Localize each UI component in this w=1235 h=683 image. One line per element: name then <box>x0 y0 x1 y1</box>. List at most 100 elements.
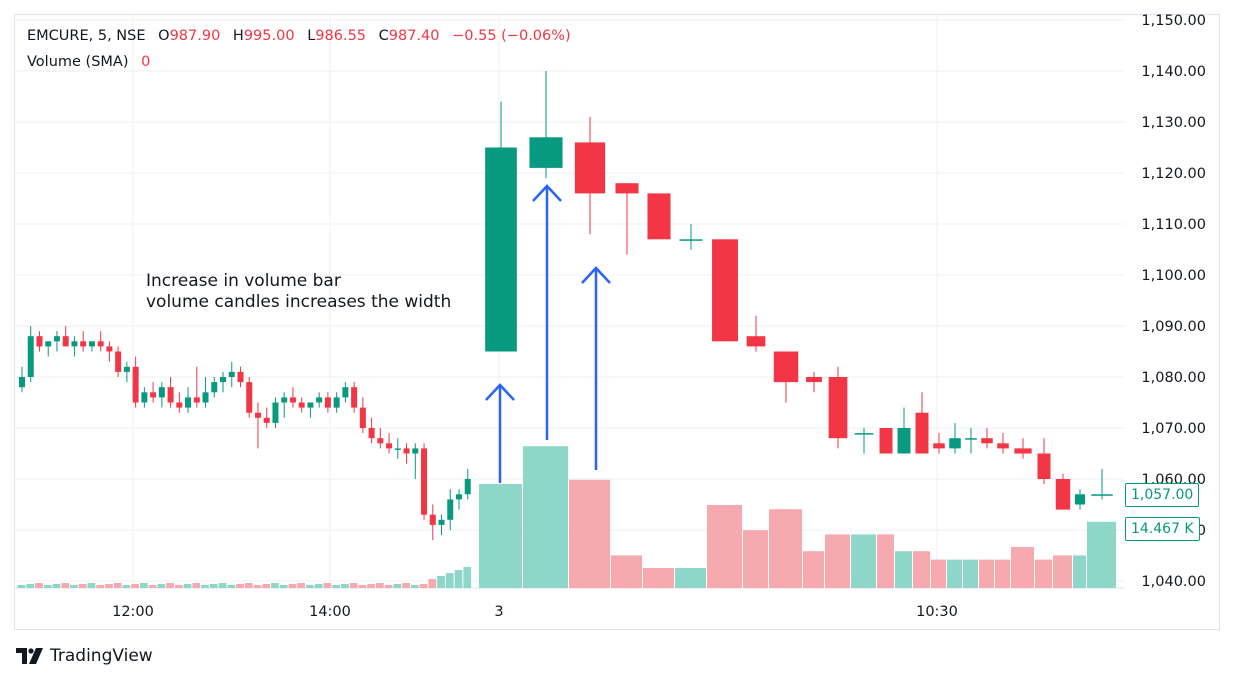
low-label: L <box>307 28 316 44</box>
volume-bar <box>139 583 148 588</box>
volume-bar <box>931 559 946 588</box>
tradingview-logo[interactable]: TradingView <box>16 646 153 666</box>
candle-body <box>1091 494 1113 496</box>
candle-body <box>377 438 384 444</box>
candle-body <box>132 366 139 403</box>
candle-body <box>307 402 314 408</box>
candle-body <box>647 193 671 240</box>
y-tick-label: 1,090.00 <box>1141 319 1206 335</box>
candle-body <box>45 341 52 347</box>
x-tick-label: 3 <box>494 604 503 620</box>
volume-bar <box>306 585 314 588</box>
volume-bar <box>375 583 384 588</box>
volume-bar <box>367 584 375 588</box>
volume-bar <box>825 534 850 588</box>
candle-body <box>1074 494 1086 505</box>
y-tick-label: 1,070.00 <box>1141 421 1206 437</box>
volume-bar <box>743 530 768 588</box>
candle-body <box>359 407 366 428</box>
candle-body <box>254 412 261 418</box>
symbol-label[interactable]: EMCURE, 5, NSE <box>27 28 146 44</box>
volume-bar <box>218 583 227 588</box>
volume-bar <box>611 555 642 588</box>
candle-body <box>237 371 244 383</box>
candle-body <box>997 443 1009 449</box>
x-tick-label: 12:00 <box>112 604 154 620</box>
y-tick-label: 1,140.00 <box>1141 64 1206 80</box>
volume-bar <box>437 576 445 588</box>
x-tick-label: 10:30 <box>916 604 958 620</box>
volume-bar <box>43 585 52 588</box>
volume-bar <box>17 585 26 588</box>
volume-bar <box>52 584 61 588</box>
low-value: 986.55 <box>315 28 367 44</box>
candle-body <box>62 336 69 347</box>
candle-body <box>1055 479 1071 510</box>
candle-body <box>123 366 130 372</box>
candle-body <box>211 382 218 393</box>
candle-body <box>1037 453 1051 479</box>
candlestick-chart[interactable]: 1,040.001,050.001,060.001,070.001,080.00… <box>0 0 1235 640</box>
volume-tag: 14.467 K <box>1125 517 1200 541</box>
volume-bar <box>70 585 78 588</box>
annotation-line-2: volume candles increases the width <box>146 292 452 312</box>
volume-bar <box>402 583 410 588</box>
volume-legend: Volume (SMA) 0 <box>27 54 150 70</box>
candle-body <box>167 387 174 403</box>
candle-body <box>933 443 945 449</box>
candle-body <box>53 336 60 342</box>
volume-bar <box>979 559 994 588</box>
candle-body <box>19 377 25 388</box>
volume-label[interactable]: Volume (SMA) <box>27 54 129 70</box>
volume-bar <box>963 559 978 588</box>
volume-bar <box>1035 559 1052 588</box>
volume-bar <box>877 534 894 588</box>
close-value: 987.40 <box>388 28 440 44</box>
y-tick-label: 1,080.00 <box>1141 370 1206 386</box>
candle-body <box>806 377 822 383</box>
candle-body <box>615 183 639 194</box>
candle-body <box>529 137 563 168</box>
candle-body <box>27 336 34 377</box>
volume-bar <box>148 585 157 588</box>
volume-bar <box>87 583 96 588</box>
volume-bar <box>105 584 113 588</box>
candle-body <box>316 397 323 403</box>
volume-bar <box>675 568 706 588</box>
volume-bar <box>314 584 323 588</box>
y-tick-label: 1,120.00 <box>1141 166 1206 182</box>
volume-bar <box>131 584 139 588</box>
volume-bar <box>1053 555 1072 588</box>
candle-body <box>394 448 401 450</box>
candle-body <box>854 433 874 435</box>
open-value: 987.90 <box>169 28 221 44</box>
volume-bar <box>947 559 962 588</box>
y-tick-label: 1,040.00 <box>1141 574 1206 590</box>
volume-bar <box>279 585 288 588</box>
candle-body <box>36 336 43 347</box>
volume-bar <box>192 583 201 588</box>
candle-body <box>915 412 929 454</box>
candle-body <box>71 341 78 347</box>
candle-body <box>429 514 436 525</box>
volume-bar <box>895 551 912 588</box>
volume-bar <box>463 567 472 588</box>
candle-body <box>485 147 517 352</box>
candle-body <box>298 402 305 408</box>
volume-bar <box>35 583 43 588</box>
volume-bar <box>61 583 70 588</box>
candle-body <box>712 239 738 342</box>
volume-bar <box>393 584 402 588</box>
chart-frame <box>14 14 1220 630</box>
volume-bar <box>410 585 419 588</box>
candle-body <box>351 387 358 408</box>
volume-bar <box>349 583 358 588</box>
candle-body <box>456 494 462 500</box>
candle-body <box>342 387 349 398</box>
candle-body <box>412 448 419 454</box>
volume-bar <box>236 584 244 588</box>
candle-body <box>272 402 279 423</box>
volume-bar <box>183 584 192 588</box>
volume-bar <box>78 584 87 588</box>
candle-body <box>574 142 606 194</box>
